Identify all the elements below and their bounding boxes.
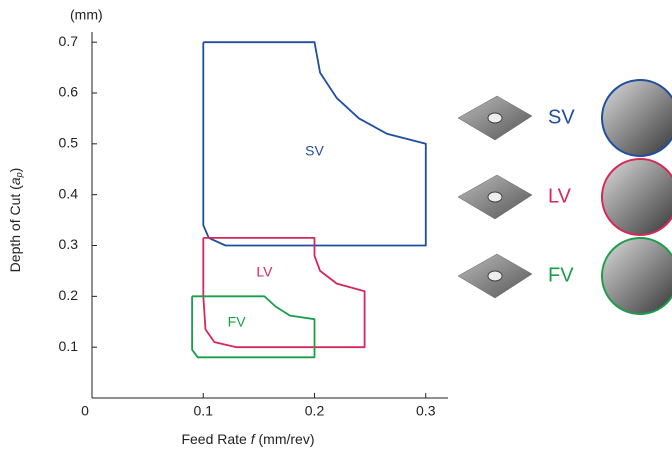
zoom-circle: [602, 159, 672, 235]
region-label: LV: [256, 264, 273, 280]
y-tick-label: 0.2: [59, 287, 79, 303]
insert-hole: [488, 192, 502, 202]
region-label: FV: [228, 313, 247, 329]
x-tick-label: 0.3: [416, 403, 436, 419]
region-label: SV: [305, 143, 324, 159]
y-tick-label: 0.7: [59, 33, 79, 49]
y-axis-label: Depth of Cut (ap): [7, 168, 25, 273]
unit-label: (mm): [70, 7, 103, 23]
insert-hole: [488, 113, 502, 123]
legend-label: FV: [548, 264, 574, 286]
x-tick-label: 0: [81, 403, 89, 419]
insert-hole: [488, 271, 502, 281]
y-tick-label: 0.3: [59, 236, 79, 252]
y-tick-label: 0.1: [59, 338, 79, 354]
chart: (mm) Feed Rate f (mm/rev) Depth of Cut (…: [0, 0, 672, 450]
y-tick-label: 0.6: [59, 84, 79, 100]
region-outline: [203, 238, 364, 347]
region-outline: [192, 296, 314, 357]
legend-label: SV: [548, 106, 575, 128]
x-tick-label: 0.1: [194, 403, 214, 419]
x-tick-label: 0.2: [305, 403, 325, 419]
y-tick-label: 0.5: [59, 135, 79, 151]
y-tick-label: 0.4: [59, 185, 79, 201]
legend-label: LV: [548, 185, 572, 207]
zoom-circle: [602, 238, 672, 314]
zoom-circle: [602, 80, 672, 156]
x-axis-label: Feed Rate f (mm/rev): [181, 431, 314, 447]
